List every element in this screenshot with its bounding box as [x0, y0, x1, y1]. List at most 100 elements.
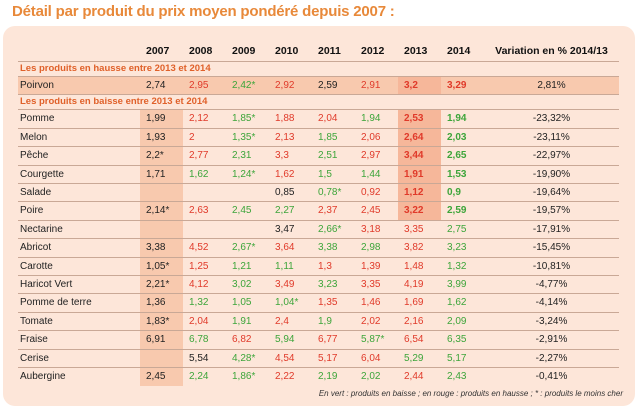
price-cell: 2,97 — [355, 146, 398, 166]
price-cell: 5,17 — [312, 348, 355, 368]
price-cell: 2,37 — [312, 201, 355, 221]
price-cell: 1,25 — [183, 256, 226, 276]
price-cell: 2,14* — [140, 201, 183, 221]
price-cell: 0,9 — [441, 183, 484, 202]
price-cell: 6,35 — [441, 330, 484, 350]
price-cell: 1,05 — [226, 293, 269, 313]
price-cell: 2 — [183, 127, 226, 147]
header-product — [18, 42, 140, 62]
price-cell: 0,85 — [269, 183, 312, 202]
variation-cell: -2,27% — [484, 348, 619, 368]
price-cell: 3,02 — [226, 275, 269, 294]
header-col: 2009 — [232, 45, 256, 57]
table-row: Melon 1,93 2 1,35* 2,13 1,85 2,06 2,64 2,03 -23,1… — [18, 127, 619, 147]
price-cell: 2,19 — [312, 367, 355, 386]
price-cell: 1,88 — [269, 109, 312, 129]
product-name: Poirvon — [18, 75, 140, 95]
variation-cell: -19,64% — [484, 183, 619, 202]
price-cell: 1,9 — [312, 311, 355, 331]
price-cell: 3,38 — [312, 238, 355, 258]
variation-cell: -15,45% — [484, 238, 619, 258]
price-cell: 1,99 — [140, 109, 183, 129]
price-cell: 4,54 — [269, 348, 312, 368]
price-cell: 6,54 — [398, 330, 441, 350]
price-cell: 2,09 — [441, 311, 484, 331]
price-cell: 1,32 — [183, 293, 226, 313]
price-cell: 3,64 — [269, 238, 312, 258]
price-cell: 4,19 — [398, 275, 441, 294]
price-cell: 5,17 — [441, 348, 484, 368]
price-cell: 2,53 — [398, 109, 441, 129]
price-cell: 0,78* — [312, 183, 355, 202]
price-cell: 1,12 — [398, 183, 441, 202]
price-cell: 6,91 — [140, 330, 183, 350]
variation-cell: -3,24% — [484, 311, 619, 331]
price-cell — [226, 219, 269, 239]
price-cell: 2,16 — [398, 311, 441, 331]
header-col: 2007 — [146, 45, 170, 57]
variation-cell: -19,57% — [484, 201, 619, 221]
variation-cell: 2,81% — [484, 75, 619, 95]
price-cell: 2,92 — [269, 75, 312, 95]
price-cell: 3,47 — [269, 219, 312, 239]
price-cell: 2,65 — [441, 146, 484, 166]
variation-cell: -17,91% — [484, 219, 619, 239]
product-name: Cerise — [18, 348, 140, 368]
price-cell: 5,94 — [269, 330, 312, 350]
price-cell: 3,23 — [441, 238, 484, 258]
header-row: 2007 2008 2009 2010 2011 2012 2013 2014 … — [18, 42, 619, 62]
price-cell: 2,03 — [441, 127, 484, 147]
price-cell: 2,44 — [398, 367, 441, 386]
section-header: Les produits en baisse entre 2013 et 201… — [18, 94, 619, 110]
variation-cell: -0,41% — [484, 367, 619, 386]
table-row: Pêche 2,2* 2,77 2,31 3,3 2,51 2,97 3,44 2,65 -22,… — [18, 146, 619, 166]
price-cell: 2,04 — [183, 311, 226, 331]
price-cell: 1,36 — [140, 293, 183, 313]
price-cell: 3,99 — [441, 275, 484, 294]
price-cell: 3,23 — [312, 275, 355, 294]
price-cell: 6,04 — [355, 348, 398, 368]
price-cell: 2,66* — [312, 219, 355, 239]
table-row: Nectarine 3,47 2,66* 3,18 3,35 2,75 -17,91% — [18, 219, 619, 239]
price-cell: 3,3 — [269, 146, 312, 166]
price-cell: 2,2* — [140, 146, 183, 166]
price-cell: 1,04* — [269, 293, 312, 313]
price-cell: 3,22 — [398, 201, 441, 221]
price-cell: 4,28* — [226, 348, 269, 368]
price-cell: 1,93 — [140, 127, 183, 147]
table-row: Aubergine 2,45 2,24 1,86* 2,22 2,19 2,02 2,44 2,… — [18, 367, 619, 386]
price-cell: 1,21 — [226, 256, 269, 276]
price-cell: 2,02 — [355, 311, 398, 331]
variation-cell: -19,90% — [484, 164, 619, 184]
header-col: 2011 — [318, 45, 341, 57]
price-cell: 3,18 — [355, 219, 398, 239]
table-row: Pomme 1,99 2,12 1,85* 1,88 2,04 1,94 2,53 1,94 -2… — [18, 109, 619, 129]
price-cell: 2,06 — [355, 127, 398, 147]
price-cell: 1,53 — [441, 164, 484, 184]
price-cell: 3,35 — [398, 219, 441, 239]
price-cell: 2,51 — [312, 146, 355, 166]
product-name: Pomme de terre — [18, 293, 140, 313]
table-row: Poire 2,14* 2,63 2,45 2,27 2,37 2,45 3,22 2,59 -1… — [18, 201, 619, 221]
price-cell: 2,24 — [183, 367, 226, 386]
product-name: Tomate — [18, 311, 140, 331]
price-cell: 2,95 — [183, 75, 226, 95]
price-cell: 1,35* — [226, 127, 269, 147]
header-col: 2014 — [447, 45, 471, 57]
price-cell: 1,11 — [269, 256, 312, 276]
price-cell: 3,29 — [441, 75, 484, 95]
price-cell: 2,59 — [441, 201, 484, 221]
price-cell — [183, 219, 226, 239]
price-cell: 1,39 — [355, 256, 398, 276]
table-row: Abricot 3,38 4,52 2,67* 3,64 3,38 2,98 3,82 3,23… — [18, 238, 619, 258]
section-header: Les produits en hausse entre 2013 et 201… — [18, 61, 619, 77]
price-cell: 3,49 — [269, 275, 312, 294]
table-row: Fraise 6,91 6,78 6,82 5,94 6,77 5,87* 6,54 6,35-… — [18, 330, 619, 350]
price-cell: 2,67* — [226, 238, 269, 258]
price-cell: 1,62 — [441, 293, 484, 313]
table-row: Courgette 1,71 1,62 1,24* 1,62 1,5 1,44 1,91 1,5… — [18, 164, 619, 184]
price-cell: 1,24* — [226, 164, 269, 184]
price-cell: 1,91 — [226, 311, 269, 331]
price-cell: 2,04 — [312, 109, 355, 129]
price-cell: 6,77 — [312, 330, 355, 350]
